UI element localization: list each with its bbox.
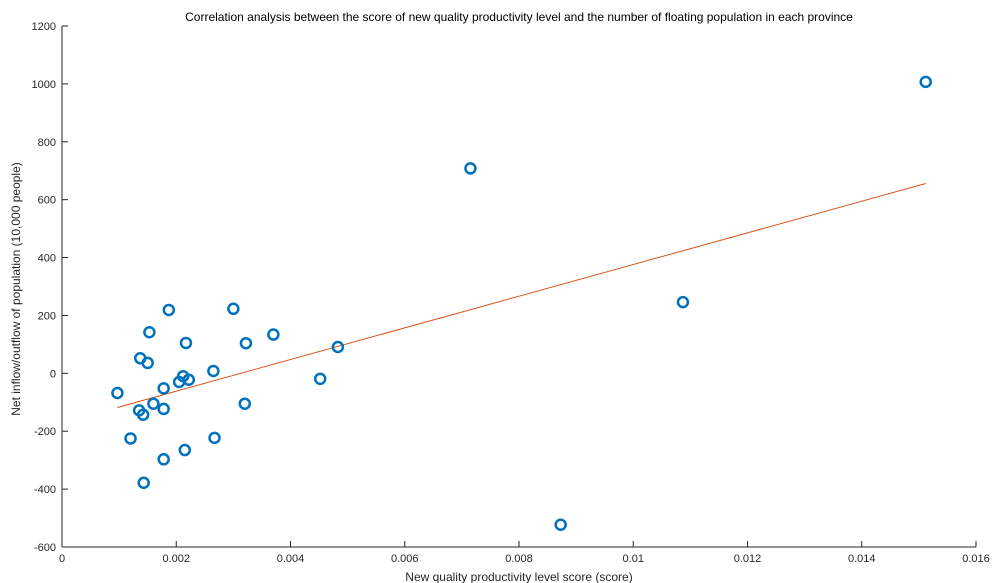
data-point — [207, 364, 220, 378]
y-tick-label: -400 — [34, 484, 56, 496]
x-tick-label: 0.01 — [623, 553, 644, 565]
data-point — [554, 518, 567, 531]
y-tick-label: 1000 — [32, 79, 56, 91]
data-point — [157, 382, 170, 395]
data-point — [136, 408, 150, 421]
data-point — [313, 372, 327, 386]
data-point — [208, 431, 221, 445]
y-axis-label: Net inflow/outflow of population (10,000… — [9, 162, 23, 416]
data-point — [179, 336, 193, 350]
y-tick-label: 200 — [38, 310, 56, 322]
x-tick-label: 0.012 — [734, 553, 762, 565]
data-point — [238, 397, 252, 410]
x-tick-label: 0.006 — [391, 553, 419, 565]
regression-line — [117, 182, 926, 408]
data-point — [143, 325, 156, 339]
data-point — [331, 340, 345, 354]
y-tick-label: 400 — [38, 253, 56, 265]
y-tick-label: -600 — [34, 542, 56, 554]
x-tick-label: 0.002 — [162, 553, 190, 565]
axes: 0 0.002 0.004 0.006 0.008 0.01 0.012 0.014 0.016… — [32, 21, 990, 565]
fit-line-group — [117, 182, 926, 408]
data-point — [137, 476, 150, 489]
x-tick-label: 0.014 — [848, 553, 876, 565]
data-point — [919, 75, 932, 89]
y-tick-label: 600 — [38, 195, 56, 207]
x-tick-label: 0.016 — [962, 553, 990, 565]
data-point — [141, 356, 154, 370]
data-point — [124, 432, 137, 445]
data-point — [157, 402, 170, 416]
chart-title: Correlation analysis between the score o… — [185, 10, 853, 24]
data-point — [182, 373, 196, 386]
x-tick-label: 0 — [59, 553, 65, 565]
data-point — [157, 453, 170, 466]
x-axis-label: New quality productivity level score (sc… — [405, 570, 632, 583]
data-point — [147, 397, 160, 410]
data-point — [162, 303, 176, 317]
y-tick-label: 800 — [38, 137, 56, 149]
x-tick-label: 0.008 — [505, 553, 533, 565]
y-tick-label: -200 — [34, 426, 56, 438]
data-point — [178, 443, 192, 457]
data-point — [267, 328, 280, 341]
y-tick-label: 0 — [50, 368, 56, 380]
data-points — [111, 75, 932, 531]
data-point — [227, 302, 240, 316]
data-point — [464, 162, 477, 175]
y-tick-label: 1200 — [32, 21, 56, 33]
x-tick-label: 0.004 — [277, 553, 305, 565]
data-point — [676, 295, 690, 309]
data-point — [111, 386, 124, 400]
data-point — [239, 336, 253, 350]
